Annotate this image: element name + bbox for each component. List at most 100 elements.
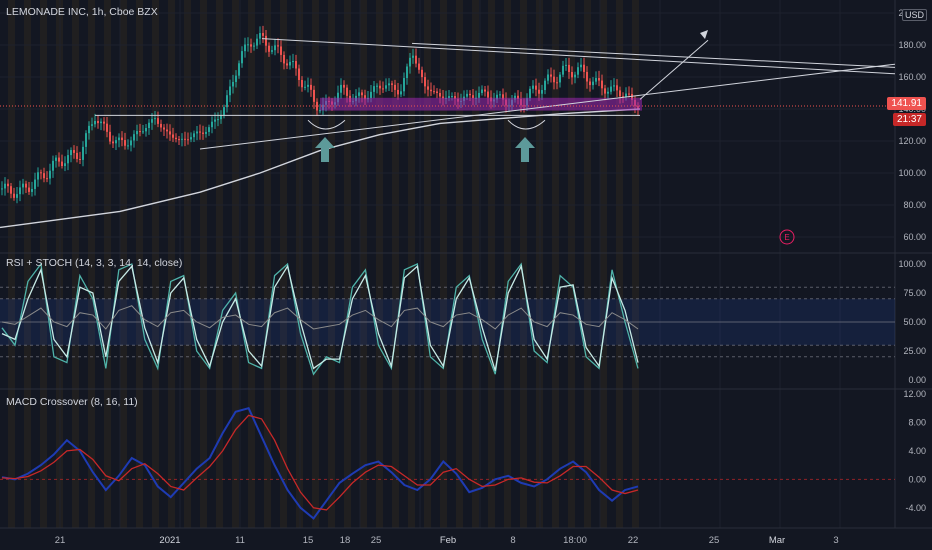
candle-body — [103, 121, 105, 124]
candle-body — [235, 75, 237, 82]
session-band — [424, 0, 431, 528]
time-axis-tick: 22 — [628, 535, 639, 546]
candle-body — [385, 85, 387, 89]
candle-body — [538, 89, 540, 94]
session-band — [376, 0, 383, 528]
candle-body — [418, 63, 420, 70]
candle-body — [358, 92, 360, 96]
candle-body — [82, 146, 84, 160]
candle-body — [130, 140, 132, 146]
session-band — [408, 0, 415, 528]
candle-body — [133, 134, 135, 141]
candle-body — [625, 93, 627, 97]
candle-body — [64, 163, 66, 167]
candle-body — [214, 119, 216, 122]
candle-body — [139, 131, 141, 133]
candle-body — [346, 87, 348, 96]
macd-title[interactable]: MACD Crossover (8, 16, 11) — [6, 396, 138, 408]
candle-body — [454, 96, 456, 99]
candle-body — [142, 131, 144, 133]
rsi-axis-tick: 75.00 — [903, 288, 926, 298]
candle-body — [79, 158, 81, 160]
candle-body — [514, 95, 516, 100]
candle-body — [535, 85, 537, 90]
candle-body — [121, 137, 123, 141]
candle-body — [88, 125, 90, 134]
candle-body — [379, 85, 381, 89]
candle-body — [295, 61, 297, 69]
session-band — [584, 0, 591, 528]
candle-body — [436, 91, 438, 94]
candle-body — [265, 35, 267, 46]
candle-body — [451, 96, 453, 98]
candle-body — [310, 84, 312, 90]
candle-body — [301, 79, 303, 88]
candle-body — [241, 51, 243, 64]
candle-body — [403, 78, 405, 92]
candle-body — [568, 64, 570, 72]
candle-body — [619, 90, 621, 97]
candle-body — [97, 120, 99, 124]
candle-body — [481, 89, 483, 93]
macd-axis-tick: 0.00 — [908, 474, 926, 484]
session-band — [88, 0, 95, 528]
candle-body — [277, 45, 279, 47]
candle-body — [400, 91, 402, 95]
candle-body — [502, 94, 504, 100]
candle-body — [313, 89, 315, 102]
time-axis-tick: Feb — [440, 535, 456, 546]
candle-body — [187, 139, 189, 141]
candle-body — [250, 44, 252, 47]
candle-body — [397, 89, 399, 95]
cup-curve — [307, 119, 346, 130]
candle-body — [319, 110, 321, 112]
candle-body — [253, 45, 255, 47]
candle-body — [211, 121, 213, 128]
support-zone — [320, 97, 642, 111]
candle-body — [181, 138, 183, 140]
session-band — [568, 0, 575, 528]
rsi-stoch-title[interactable]: RSI + STOCH (14, 3, 3, 14, 14, close) — [6, 257, 183, 269]
candle-body — [217, 119, 219, 121]
candle-body — [496, 94, 498, 100]
session-band — [40, 0, 47, 528]
session-band — [104, 0, 111, 528]
candle-body — [361, 92, 363, 96]
candle-body — [52, 160, 54, 171]
candle-body — [55, 157, 57, 161]
session-band — [344, 0, 351, 528]
candle-body — [583, 64, 585, 72]
candle-body — [13, 193, 15, 198]
candle-body — [559, 74, 561, 83]
candle-body — [613, 85, 615, 87]
candle-body — [499, 94, 501, 96]
currency-label[interactable]: USD — [902, 9, 928, 21]
symbol-title[interactable]: LEMONADE INC, 1h, Cboe BZX — [6, 6, 158, 18]
candle-body — [37, 172, 39, 180]
candle-body — [487, 91, 489, 98]
candle-body — [109, 131, 111, 142]
candle-body — [610, 86, 612, 92]
session-band — [520, 0, 527, 528]
candle-body — [307, 84, 309, 87]
session-band — [488, 0, 495, 528]
candle-body — [544, 80, 546, 91]
candle-body — [256, 38, 258, 46]
candle-body — [127, 145, 129, 147]
candle-body — [247, 44, 249, 46]
candle-body — [229, 86, 231, 96]
candle-body — [271, 50, 273, 52]
projection-arrowhead — [700, 30, 708, 39]
candle-body — [223, 107, 225, 116]
price-axis-tick: 160.00 — [898, 72, 926, 82]
candle-body — [76, 152, 78, 159]
session-band — [616, 0, 623, 528]
price-axis-tick: 100.00 — [898, 168, 926, 178]
rsi-line — [1, 305, 639, 330]
signal-line — [1, 414, 639, 511]
candle-body — [628, 93, 630, 95]
candle-body — [406, 66, 408, 79]
candle-body — [448, 96, 450, 98]
